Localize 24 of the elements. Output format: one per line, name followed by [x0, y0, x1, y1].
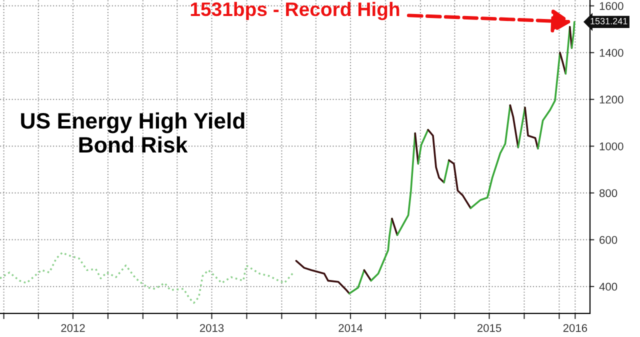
y-tick-label: 1000 [600, 142, 624, 150]
annotation: 1531bps - Record High [190, 2, 400, 20]
line-series [524, 106, 539, 150]
x-tick-label: 2013 [200, 324, 224, 332]
x-tick-label: 2015 [477, 324, 502, 332]
line-series [295, 260, 350, 294]
y-tick-label: 800 [600, 189, 618, 198]
line-series [537, 52, 561, 150]
line-series [427, 128, 445, 184]
line-series [470, 104, 512, 210]
line-series [448, 159, 472, 210]
x-tick-label: 2014 [338, 324, 363, 332]
x-tick-label: 2016 [563, 324, 588, 332]
line-series [0, 252, 294, 304]
y-tick-label: 1600 [600, 2, 624, 10]
y-tick-label: 400 [599, 282, 618, 291]
x-tick-label: 2012 [61, 324, 85, 332]
line-series [396, 132, 416, 236]
y-tick-label: 1400 [600, 48, 624, 57]
text: US Energy High Yield Bond Risk [21, 112, 244, 153]
line-series [370, 218, 393, 282]
y-tick-label: 600 [600, 236, 618, 244]
annotation: 1531.241 [590, 18, 628, 24]
y-tick-label: 1200 [600, 96, 624, 104]
